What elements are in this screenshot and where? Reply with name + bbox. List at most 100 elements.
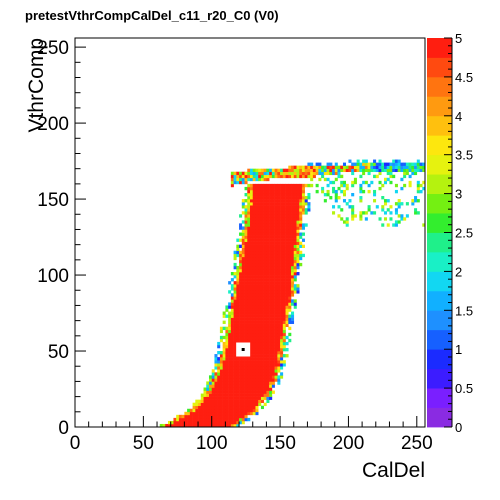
- heatmap-cell: [228, 314, 232, 318]
- heatmap-cell: [326, 171, 330, 176]
- heatmap-cell: [266, 326, 270, 331]
- heatmap-cell: [408, 162, 412, 166]
- heatmap-cell: [241, 417, 245, 422]
- heatmap-cell: [285, 262, 289, 267]
- heatmap-cell: [233, 281, 237, 285]
- heatmap-cell: [334, 192, 338, 197]
- heatmap-cell: [394, 211, 398, 215]
- heatmap-cell: [192, 411, 196, 416]
- heatmap-cell: [291, 202, 295, 206]
- heatmap-cell: [299, 244, 303, 248]
- heatmap-cell: [219, 399, 223, 403]
- heatmap-cell: [214, 390, 218, 394]
- heatmap-cell: [263, 220, 267, 224]
- heatmap-cell: [206, 411, 210, 416]
- heatmap-cell: [239, 329, 243, 334]
- heatmap-cell: [288, 302, 292, 306]
- heatmap-cell: [236, 180, 240, 185]
- heatmap-cell: [291, 189, 295, 194]
- heatmap-cell: [296, 290, 300, 294]
- color-scale-label: 3: [455, 187, 462, 202]
- heatmap-cell: [222, 411, 226, 416]
- heatmap-cell: [378, 168, 382, 173]
- heatmap-cell: [271, 235, 275, 239]
- heatmap-cell: [247, 375, 251, 379]
- heatmap-cell: [247, 396, 251, 400]
- heatmap-cell: [225, 405, 229, 410]
- heatmap-cell: [258, 196, 262, 200]
- heatmap-cell: [288, 338, 292, 343]
- heatmap-cell: [277, 290, 281, 294]
- heatmap-cell: [208, 417, 213, 422]
- heatmap-cell: [214, 405, 218, 410]
- heatmap-cell: [260, 293, 264, 297]
- heatmap-cell: [198, 411, 202, 416]
- heatmap-cell: [269, 378, 273, 382]
- heatmap-cell: [219, 378, 223, 382]
- heatmap-cell: [400, 162, 404, 166]
- heatmap-cell: [250, 293, 254, 297]
- heatmap-cell: [247, 326, 251, 331]
- heatmap-cell: [301, 238, 305, 242]
- heatmap-cell: [386, 171, 390, 176]
- heatmap-cell: [236, 326, 240, 331]
- heatmap-cell: [250, 202, 254, 206]
- heatmap-cell: [222, 314, 226, 318]
- heatmap-cell: [247, 366, 251, 370]
- heatmap-cell: [200, 423, 204, 428]
- heatmap-cell: [269, 189, 273, 194]
- heatmap-cell: [244, 335, 248, 340]
- heatmap-cell: [304, 223, 308, 227]
- heatmap-cell: [228, 332, 232, 337]
- heatmap-cell: [250, 268, 254, 273]
- color-scale-segment: [427, 76, 452, 97]
- heatmap-cell: [315, 168, 319, 173]
- heatmap-cell: [312, 171, 316, 176]
- heatmap-cell: [296, 217, 300, 221]
- heatmap-cell: [299, 262, 303, 267]
- heatmap-cell: [247, 275, 251, 279]
- heatmap-cell: [274, 347, 278, 352]
- heatmap-cell: [222, 372, 226, 376]
- heatmap-cell: [252, 302, 256, 306]
- heatmap-cell: [277, 329, 281, 334]
- heatmap-cell: [233, 284, 237, 288]
- heatmap-cell: [222, 399, 226, 403]
- heatmap-cell: [269, 196, 273, 200]
- heatmap-cell: [304, 199, 308, 203]
- heatmap-cell: [280, 256, 284, 261]
- heatmap-cell: [219, 357, 223, 361]
- heatmap-cell: [282, 302, 286, 306]
- heatmap-cell: [263, 323, 267, 328]
- heatmap-cell: [203, 399, 207, 403]
- heatmap-cell: [291, 168, 295, 173]
- heatmap-cell: [277, 296, 281, 300]
- color-scale-segment: [427, 349, 452, 370]
- heatmap-cell: [266, 217, 270, 221]
- heatmap-cell: [252, 256, 256, 261]
- heatmap-cell: [241, 360, 245, 364]
- heatmap-cell: [241, 363, 245, 367]
- heatmap-cell: [236, 238, 240, 242]
- heatmap-cell: [266, 366, 270, 370]
- heatmap-cell: [260, 354, 264, 358]
- heatmap-cell: [269, 232, 273, 236]
- plot-frame: [74, 37, 426, 428]
- heatmap-cell: [269, 284, 273, 288]
- heatmap-cell: [260, 308, 264, 312]
- heatmap-cell: [351, 171, 355, 176]
- heatmap-cell: [247, 357, 251, 361]
- heatmap-cell: [288, 308, 292, 312]
- heatmap-cell: [375, 165, 379, 169]
- heatmap-cell: [416, 168, 420, 173]
- heatmap-cell: [263, 317, 267, 321]
- color-scale-label: 2.5: [455, 226, 473, 241]
- heatmap-cell: [244, 408, 248, 413]
- heatmap-cell: [252, 171, 256, 176]
- heatmap-cell: [247, 320, 251, 324]
- heatmap-cell: [252, 305, 256, 309]
- heatmap-cell: [266, 186, 270, 191]
- heatmap-cell: [285, 247, 289, 252]
- heatmap-cell: [247, 278, 251, 282]
- heatmap-cell: [250, 226, 254, 230]
